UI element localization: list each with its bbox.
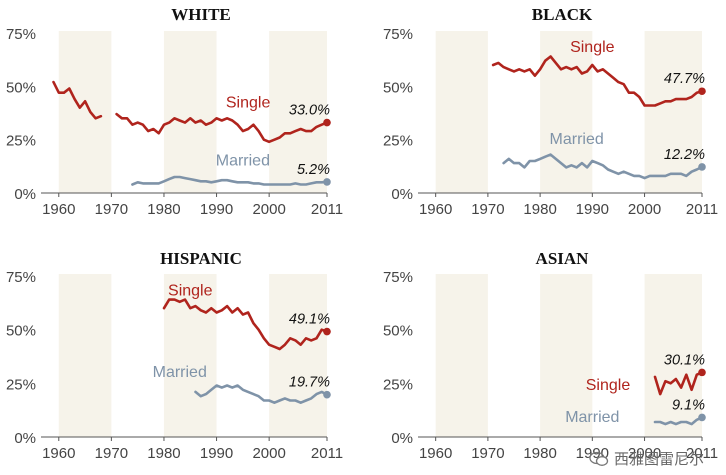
x-tick-label: 1960 — [419, 201, 452, 218]
married-series-label: Married — [216, 152, 270, 169]
x-tick-label: 2011 — [686, 445, 718, 462]
x-tick-label: 1970 — [95, 201, 128, 218]
chart-title: ASIAN — [536, 249, 590, 268]
decade-band — [163, 31, 217, 193]
married-series-label: Married — [550, 131, 604, 148]
single-series-label: Single — [226, 95, 271, 112]
x-tick-label: 2000 — [628, 445, 661, 462]
single-line — [115, 112, 329, 144]
single-series-label: Single — [570, 39, 615, 56]
panel-white: WHITE 0% 25% 50% 75% 1960 1970 1980 1990 2000 2011… — [6, 5, 343, 218]
x-tick-label: 2011 — [686, 201, 718, 218]
x-tick-label: 2000 — [252, 201, 285, 218]
married-line — [653, 416, 704, 426]
married-line — [131, 175, 329, 186]
married-end-value: 9.1% — [672, 397, 705, 413]
x-tick-label: 2011 — [311, 445, 343, 462]
x-tick-label: 1980 — [147, 201, 180, 218]
single-series-label: Single — [168, 282, 213, 299]
y-tick-label: 25% — [383, 376, 413, 393]
y-tick-label: 0% — [391, 430, 413, 447]
married-end-point — [323, 390, 331, 399]
y-tick-label: 75% — [383, 269, 413, 286]
y-tick-label: 50% — [383, 79, 413, 96]
x-tick-label: 1980 — [523, 201, 556, 218]
watermark-text: 西雅图雷尼尔 — [613, 450, 704, 468]
x-tick-label: 2011 — [311, 201, 343, 218]
chart-title: HISPANIC — [160, 249, 242, 268]
x-tick-label: 1970 — [471, 201, 504, 218]
married-end-point — [323, 178, 331, 186]
panel-hispanic: HISPANIC 0% 25% 50% 75% 1960 1970 1980 1990 2000 2… — [6, 249, 343, 462]
single-end-point — [698, 87, 706, 96]
chart-title: BLACK — [532, 5, 593, 24]
x-tick-label: 1970 — [471, 445, 504, 462]
y-tick-label: 50% — [6, 79, 36, 96]
y-tick-label: 25% — [6, 376, 36, 393]
y-tick-label: 50% — [6, 323, 36, 340]
decade-band — [435, 274, 488, 437]
x-tick-label: 2000 — [252, 445, 285, 462]
y-tick-label: 75% — [6, 269, 36, 286]
x-tick-label: 1960 — [419, 445, 452, 462]
x-tick-label: 1990 — [200, 201, 233, 218]
y-tick-label: 0% — [391, 186, 413, 203]
decade-band — [644, 274, 702, 437]
married-end-value: 19.7% — [289, 375, 330, 391]
decade-band — [269, 31, 327, 193]
decade-band — [540, 274, 593, 437]
married-series-label: Married — [565, 409, 619, 426]
married-end-value: 12.2% — [664, 147, 705, 163]
decade-band — [644, 31, 702, 193]
y-tick-label: 50% — [383, 323, 413, 340]
single-line — [653, 371, 704, 396]
x-tick-label: 1990 — [200, 445, 233, 462]
single-end-point — [323, 118, 331, 127]
married-line — [194, 384, 329, 405]
decade-band — [58, 31, 112, 193]
watermark: 西雅图雷尼尔 — [589, 448, 704, 469]
panel-black: BLACK 0% 25% 50% 75% 1960 1970 1980 1990 2000 2011… — [383, 5, 718, 218]
y-tick-label: 75% — [6, 26, 36, 43]
x-tick-label: 1990 — [576, 201, 609, 218]
single-series-label: Single — [586, 377, 631, 394]
single-line — [52, 80, 103, 120]
single-end-point — [323, 327, 331, 336]
single-end-value: 49.1% — [289, 312, 330, 328]
single-end-value: 30.1% — [664, 352, 705, 368]
married-end-point — [698, 163, 706, 171]
chart-title: WHITE — [171, 5, 231, 24]
x-tick-label: 1960 — [42, 201, 75, 218]
single-line — [491, 55, 704, 107]
x-tick-label: 1980 — [147, 445, 180, 462]
y-tick-label: 0% — [14, 430, 36, 447]
single-end-point — [698, 368, 706, 377]
single-end-value: 33.0% — [289, 103, 330, 119]
wechat-icon — [589, 451, 609, 466]
y-tick-label: 25% — [6, 133, 36, 150]
x-tick-label: 1960 — [42, 445, 75, 462]
y-tick-label: 75% — [383, 26, 413, 43]
x-tick-label: 1980 — [523, 445, 556, 462]
decade-band — [435, 31, 488, 193]
decade-band — [269, 274, 327, 437]
decade-band — [58, 274, 112, 437]
y-tick-label: 0% — [14, 186, 36, 203]
married-end-value: 5.2% — [297, 162, 330, 178]
married-series-label: Married — [153, 364, 207, 381]
married-end-point — [698, 413, 706, 422]
married-line — [502, 153, 704, 180]
y-tick-label: 25% — [383, 133, 413, 150]
decade-band — [163, 274, 217, 437]
x-tick-label: 2000 — [628, 201, 661, 218]
x-tick-label: 1970 — [95, 445, 128, 462]
single-end-value: 47.7% — [664, 71, 705, 87]
single-line — [162, 298, 329, 351]
